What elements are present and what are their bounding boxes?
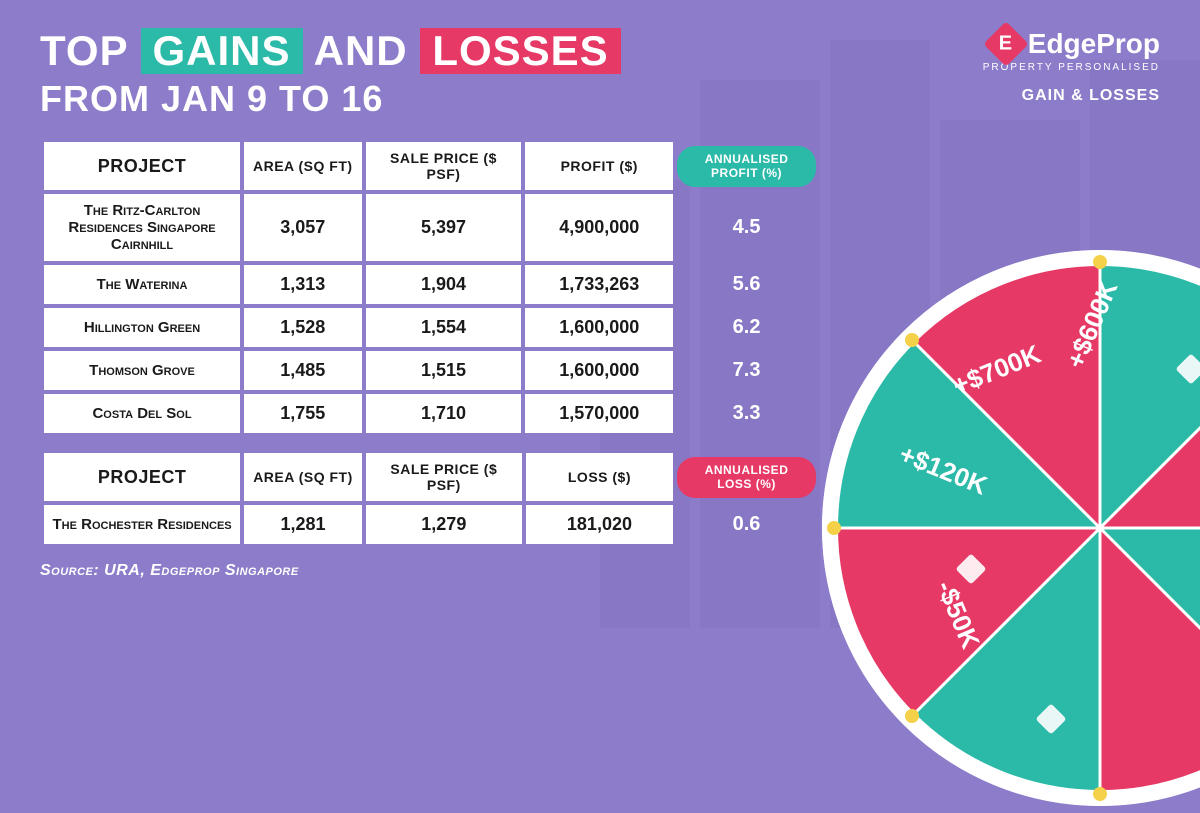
cell-annualised: 5.6 [677, 265, 816, 304]
cell-profit: 1,570,000 [525, 394, 673, 433]
cell-project: The Rochester Residences [44, 505, 240, 544]
cell-profit: 4,900,000 [525, 194, 673, 261]
cell-area: 3,057 [244, 194, 361, 261]
cell-annualised: 3.3 [677, 394, 816, 433]
brand-name: EdgeProp [1028, 28, 1160, 60]
table-header-row: PROJECT AREA (SQ FT) SALE PRICE ($ PSF) … [44, 453, 816, 501]
title-word-top: TOP [40, 27, 128, 74]
cell-project: The Ritz-Carlton Residences Singapore Ca… [44, 194, 240, 261]
cell-area: 1,755 [244, 394, 361, 433]
gains-table: PROJECT AREA (SQ FT) SALE PRICE ($ PSF) … [40, 138, 820, 437]
cell-project: Thomson Grove [44, 351, 240, 390]
cell-profit: 1,600,000 [525, 308, 673, 347]
losses-table: PROJECT AREA (SQ FT) SALE PRICE ($ PSF) … [40, 449, 820, 548]
cell-profit: 1,733,263 [525, 265, 673, 304]
table-row: Hillington Green 1,528 1,554 1,600,000 6… [44, 308, 816, 347]
cell-area: 1,281 [244, 505, 362, 544]
col-loss: LOSS ($) [526, 453, 673, 501]
page-subtitle: FROM JAN 9 TO 16 [40, 78, 621, 120]
annualised-loss-badge: ANNUALISED LOSS (%) [677, 457, 816, 498]
cell-price: 5,397 [366, 194, 522, 261]
table-row: The Ritz-Carlton Residences Singapore Ca… [44, 194, 816, 261]
col-project: PROJECT [44, 453, 240, 501]
cell-price: 1,710 [366, 394, 522, 433]
tables-region: PROJECT AREA (SQ FT) SALE PRICE ($ PSF) … [40, 138, 820, 548]
page-title-block: TOP GAINS AND LOSSES FROM JAN 9 TO 16 [40, 28, 621, 120]
cell-price: 1,554 [366, 308, 522, 347]
annualised-profit-badge: ANNUALISED PROFIT (%) [677, 146, 816, 187]
col-price: SALE PRICE ($ PSF) [366, 142, 522, 190]
cell-price: 1,515 [366, 351, 522, 390]
col-annualised-loss: ANNUALISED LOSS (%) [677, 453, 816, 501]
title-word-losses: LOSSES [420, 28, 620, 74]
cell-project: The Waterina [44, 265, 240, 304]
table-row: Thomson Grove 1,485 1,515 1,600,000 7.3 [44, 351, 816, 390]
cell-project: Costa Del Sol [44, 394, 240, 433]
cell-price: 1,279 [366, 505, 522, 544]
col-project: PROJECT [44, 142, 240, 190]
col-price: SALE PRICE ($ PSF) [366, 453, 522, 501]
col-profit: PROFIT ($) [525, 142, 673, 190]
brand-tagline: PROPERTY PERSONALISED [983, 62, 1160, 73]
cell-profit: 1,600,000 [525, 351, 673, 390]
col-area: AREA (SQ FT) [244, 453, 362, 501]
brand-logo: E EdgeProp [983, 28, 1160, 60]
cell-annualised: 0.6 [677, 505, 816, 544]
table-row: Costa Del Sol 1,755 1,710 1,570,000 3.3 [44, 394, 816, 433]
cell-area: 1,485 [244, 351, 361, 390]
table-header-row: PROJECT AREA (SQ FT) SALE PRICE ($ PSF) … [44, 142, 816, 190]
cell-annualised: 6.2 [677, 308, 816, 347]
table-row: The Waterina 1,313 1,904 1,733,263 5.6 [44, 265, 816, 304]
title-word-gains: GAINS [141, 28, 303, 74]
cell-area: 1,313 [244, 265, 361, 304]
cell-project: Hillington Green [44, 308, 240, 347]
brand-icon: E [983, 21, 1028, 66]
table-row: The Rochester Residences 1,281 1,279 181… [44, 505, 816, 544]
brand-block: E EdgeProp PROPERTY PERSONALISED GAIN & … [983, 28, 1160, 105]
cell-annualised: 7.3 [677, 351, 816, 390]
cell-area: 1,528 [244, 308, 361, 347]
page-title: TOP GAINS AND LOSSES [40, 28, 621, 74]
cell-price: 1,904 [366, 265, 522, 304]
col-area: AREA (SQ FT) [244, 142, 361, 190]
cell-annualised: 4.5 [677, 194, 816, 261]
cell-loss: 181,020 [526, 505, 673, 544]
col-annualised-profit: ANNUALISED PROFIT (%) [677, 142, 816, 190]
source-text: Source: URA, Edgeprop Singapore [40, 562, 1160, 580]
title-word-and: AND [314, 27, 408, 74]
brand-subtitle: GAIN & LOSSES [983, 87, 1160, 105]
